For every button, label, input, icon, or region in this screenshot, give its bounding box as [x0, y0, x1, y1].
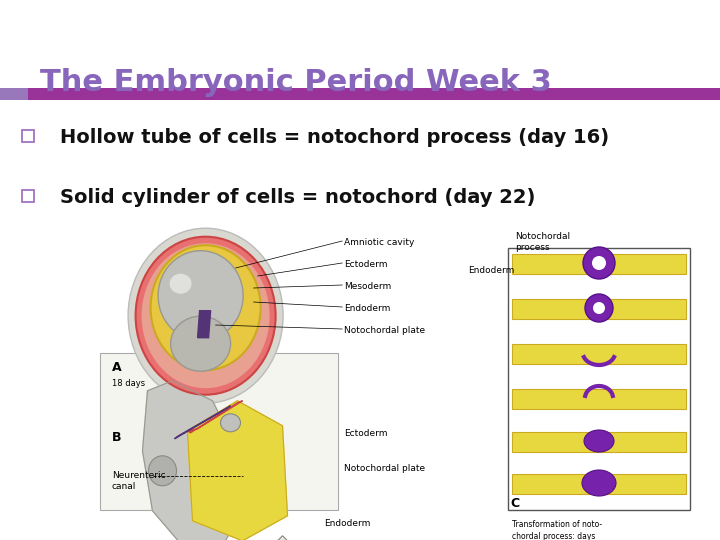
Ellipse shape [135, 237, 276, 395]
Text: Notochordal plate: Notochordal plate [344, 464, 426, 473]
Text: Endoderm: Endoderm [325, 519, 371, 528]
Bar [28, 88, 720, 100]
Bar [512, 254, 686, 274]
Text: Transformation of noto-
chordal process: days
16–22: Transformation of noto- chordal process:… [512, 520, 602, 540]
Text: C: C [510, 497, 519, 510]
Text: Notochordal plate: Notochordal plate [344, 326, 426, 335]
Text: Notochordal
process: Notochordal process [515, 232, 570, 252]
Bar [22, 130, 34, 142]
Bar [512, 389, 686, 409]
Polygon shape [143, 381, 243, 540]
Bar [512, 344, 686, 364]
Ellipse shape [584, 430, 614, 452]
Circle shape [592, 256, 606, 270]
Text: 18 days: 18 days [112, 379, 145, 388]
Ellipse shape [158, 251, 243, 341]
Bar [508, 248, 690, 510]
Text: Hollow tube of cells = notochord process (day 16): Hollow tube of cells = notochord process… [60, 128, 609, 147]
Polygon shape [268, 536, 297, 540]
Text: The Embryonic Period Week 3: The Embryonic Period Week 3 [40, 68, 552, 97]
Bar [512, 474, 686, 494]
Text: Mesoderm: Mesoderm [344, 282, 392, 291]
Ellipse shape [128, 228, 283, 403]
Bar [512, 432, 686, 452]
Ellipse shape [220, 414, 240, 432]
Text: Endoderm: Endoderm [344, 304, 390, 313]
Circle shape [583, 247, 615, 279]
Bar [22, 190, 34, 202]
Circle shape [593, 302, 605, 314]
Ellipse shape [170, 274, 192, 294]
Polygon shape [187, 401, 243, 433]
Bar [0, 88, 28, 100]
Text: B: B [112, 431, 122, 444]
Text: Ectoderm: Ectoderm [344, 260, 387, 269]
Text: Neurenteric
canal: Neurenteric canal [112, 471, 166, 491]
Bar [512, 299, 686, 319]
Polygon shape [197, 310, 211, 338]
Text: A: A [112, 361, 122, 374]
Polygon shape [174, 406, 230, 439]
Text: Amniotic cavity: Amniotic cavity [344, 238, 415, 247]
Polygon shape [187, 401, 287, 540]
Ellipse shape [582, 470, 616, 496]
Text: Ectoderm: Ectoderm [344, 429, 387, 438]
Bar [100, 353, 338, 510]
Ellipse shape [142, 243, 269, 388]
Ellipse shape [148, 456, 176, 486]
Ellipse shape [150, 245, 261, 370]
Ellipse shape [171, 316, 230, 371]
Text: Endoderm: Endoderm [468, 266, 514, 275]
Text: Solid cylinder of cells = notochord (day 22): Solid cylinder of cells = notochord (day… [60, 188, 536, 207]
Circle shape [585, 294, 613, 322]
